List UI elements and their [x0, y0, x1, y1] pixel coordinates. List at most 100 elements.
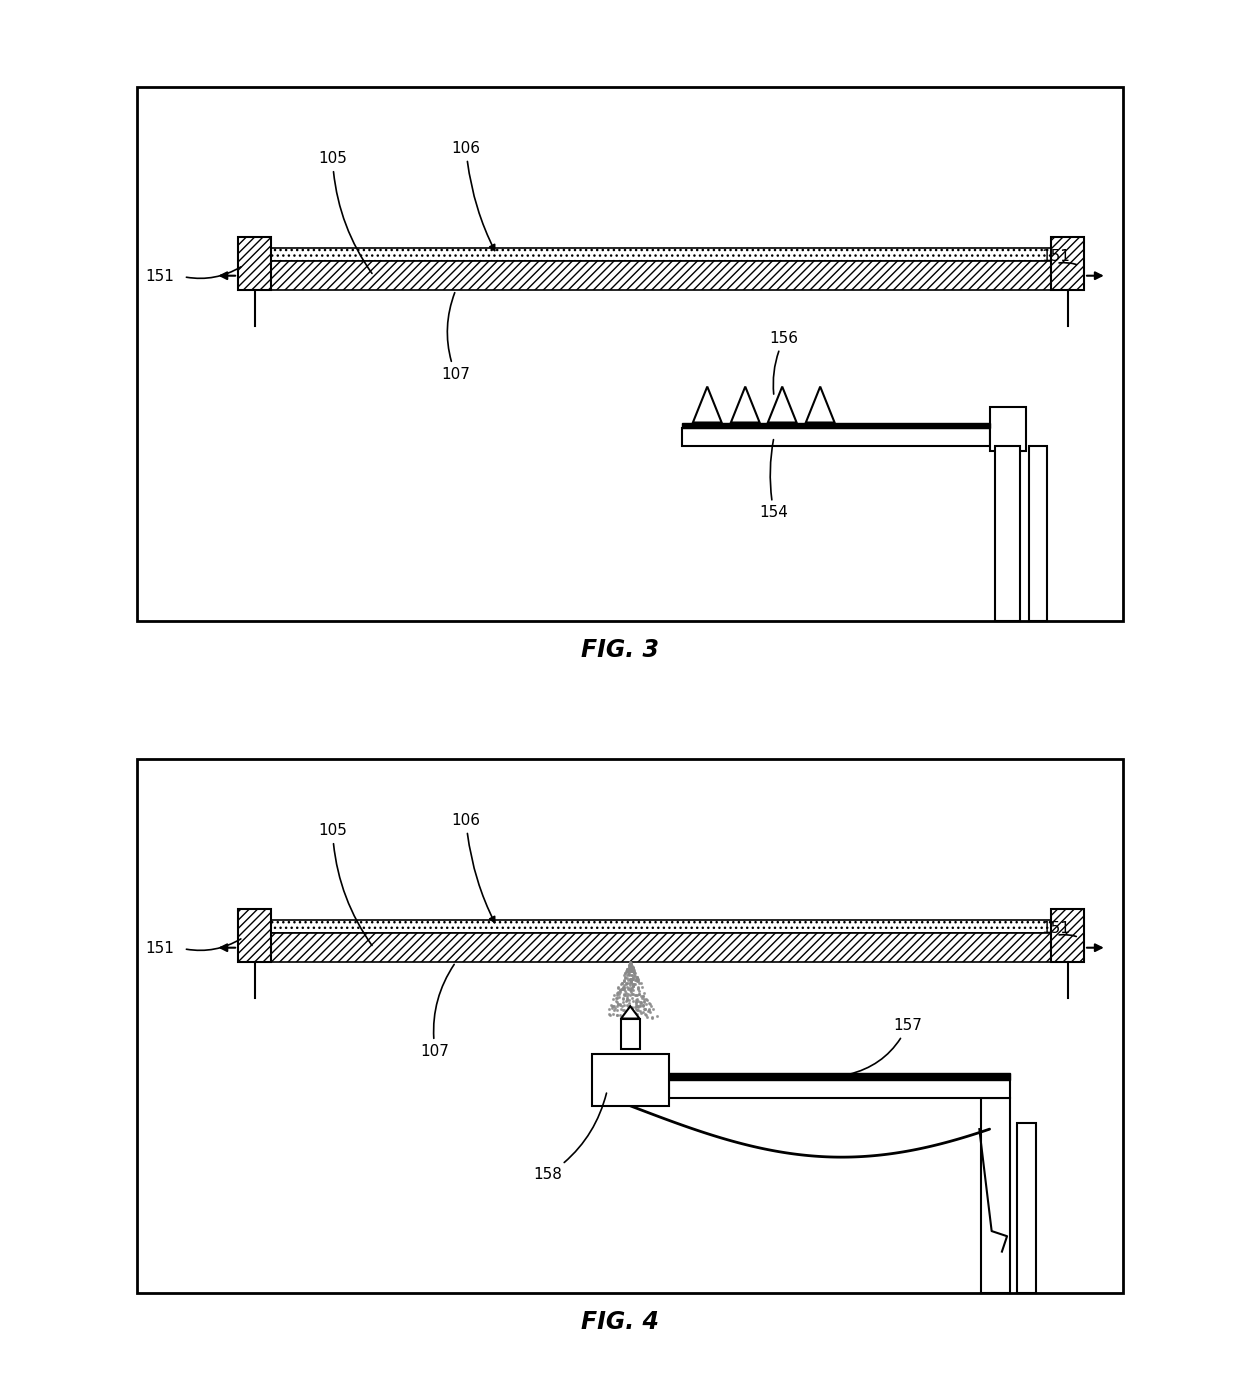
Text: 157: 157	[848, 1018, 921, 1074]
Point	[620, 953, 640, 976]
Point	[620, 952, 640, 974]
Point	[629, 990, 649, 1012]
Point	[605, 997, 625, 1019]
Point	[629, 972, 649, 994]
Point	[627, 994, 647, 1016]
Point	[618, 977, 637, 1000]
Point	[632, 986, 652, 1008]
Point	[606, 990, 626, 1012]
Point	[618, 994, 637, 1016]
Point	[634, 994, 653, 1016]
Point	[626, 984, 646, 1007]
Point	[629, 980, 649, 1002]
Point	[610, 1004, 630, 1026]
Point	[619, 1000, 639, 1022]
Point	[603, 997, 622, 1019]
Bar	[682, 423, 990, 427]
Point	[621, 965, 641, 987]
Point	[620, 952, 640, 974]
Polygon shape	[693, 386, 722, 423]
Point	[604, 995, 624, 1018]
Point	[625, 962, 645, 984]
Bar	[270, 262, 1052, 290]
Point	[609, 977, 629, 1000]
Point	[621, 959, 641, 981]
Point	[624, 973, 644, 995]
Point	[624, 959, 644, 981]
Point	[610, 980, 630, 1002]
Point	[644, 998, 663, 1021]
Point	[610, 993, 630, 1015]
Text: 105: 105	[319, 151, 372, 273]
Point	[620, 972, 640, 994]
Point	[639, 998, 658, 1021]
Point	[634, 984, 653, 1007]
Point	[614, 984, 634, 1007]
Point	[620, 955, 640, 977]
Point	[630, 994, 650, 1016]
Point	[618, 969, 637, 991]
Point	[620, 952, 640, 974]
Point	[618, 966, 637, 988]
Point	[627, 967, 647, 990]
Point	[625, 960, 645, 983]
Point	[615, 984, 635, 1007]
Point	[621, 953, 641, 976]
Point	[620, 952, 640, 974]
Point	[615, 962, 635, 984]
Bar	[270, 920, 1052, 934]
Point	[615, 980, 635, 1002]
Point	[618, 988, 637, 1011]
Point	[631, 972, 651, 994]
Point	[622, 958, 642, 980]
Point	[621, 997, 641, 1019]
Point	[620, 969, 640, 991]
Point	[636, 993, 656, 1015]
Point	[627, 977, 647, 1000]
Point	[610, 979, 630, 1001]
Point	[629, 976, 649, 998]
Point	[641, 1007, 661, 1029]
Point	[615, 966, 635, 988]
Point	[620, 951, 640, 973]
Point	[618, 1004, 637, 1026]
Point	[618, 960, 637, 983]
Point	[618, 958, 637, 980]
Point	[621, 958, 641, 980]
Point	[601, 994, 621, 1016]
Point	[624, 990, 644, 1012]
Point	[622, 959, 642, 981]
Point	[626, 987, 646, 1009]
Point	[621, 955, 641, 977]
Bar	[668, 1075, 1011, 1098]
Point	[625, 960, 645, 983]
Point	[625, 1002, 645, 1025]
Point	[620, 952, 640, 974]
Point	[620, 967, 640, 990]
Text: 107: 107	[441, 293, 470, 382]
Point	[613, 994, 632, 1016]
Point	[620, 953, 640, 976]
Point	[621, 969, 641, 991]
Point	[631, 986, 651, 1008]
Point	[622, 956, 642, 979]
Point	[620, 984, 640, 1007]
Point	[618, 1007, 637, 1029]
Point	[620, 953, 640, 976]
Point	[609, 983, 629, 1005]
Point	[641, 995, 661, 1018]
Bar	[591, 1054, 668, 1106]
Point	[621, 977, 641, 1000]
Text: 106: 106	[451, 141, 495, 251]
Point	[625, 969, 645, 991]
Point	[616, 972, 636, 994]
Point	[622, 967, 642, 990]
Text: FIG. 4: FIG. 4	[582, 1310, 658, 1334]
Point	[620, 959, 640, 981]
Point	[620, 979, 640, 1001]
Point	[625, 965, 645, 987]
Point	[627, 967, 647, 990]
Point	[620, 958, 640, 980]
Point	[609, 976, 629, 998]
Point	[634, 995, 653, 1018]
